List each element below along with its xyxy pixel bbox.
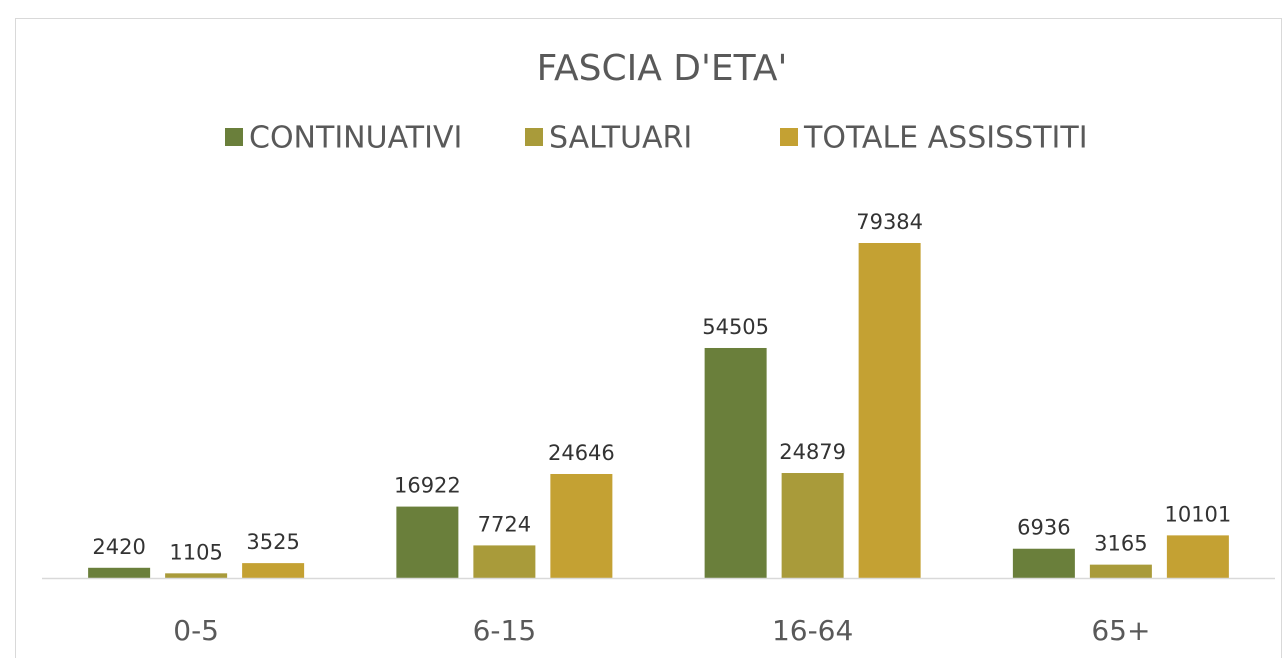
legend-swatch bbox=[225, 128, 243, 146]
bar bbox=[858, 243, 921, 578]
bar bbox=[1089, 564, 1152, 578]
bar bbox=[704, 347, 767, 578]
data-label: 3165 bbox=[1094, 532, 1147, 556]
x-tick-label: 65+ bbox=[1091, 614, 1150, 647]
bar bbox=[242, 563, 305, 578]
data-label: 7724 bbox=[478, 512, 531, 536]
legend-label: CONTINUATIVI bbox=[249, 121, 462, 156]
bar bbox=[1166, 535, 1229, 578]
data-label: 24646 bbox=[548, 441, 615, 465]
bar bbox=[165, 573, 228, 578]
bar bbox=[781, 473, 844, 578]
bar bbox=[396, 506, 459, 578]
chart-title: FASCIA D'ETA' bbox=[537, 48, 788, 89]
bar bbox=[1012, 548, 1075, 578]
legend-label: TOTALE ASSISSTITI bbox=[803, 121, 1088, 156]
data-label: 1105 bbox=[169, 540, 222, 564]
data-label: 10101 bbox=[1164, 502, 1231, 526]
legend-swatch bbox=[780, 128, 798, 146]
legend-label: SALTUARI bbox=[549, 121, 692, 156]
bar bbox=[473, 545, 536, 578]
x-tick-label: 0-5 bbox=[173, 614, 219, 647]
bar bbox=[550, 473, 613, 578]
x-tick-label: 16-64 bbox=[772, 614, 853, 647]
data-label: 24879 bbox=[779, 440, 846, 464]
data-label: 79384 bbox=[856, 210, 923, 234]
data-label: 2420 bbox=[92, 535, 145, 559]
data-label: 6936 bbox=[1017, 516, 1070, 540]
bar bbox=[88, 567, 151, 578]
data-label: 54505 bbox=[702, 315, 769, 339]
legend-swatch bbox=[525, 128, 543, 146]
data-label: 16922 bbox=[394, 474, 461, 498]
data-label: 3525 bbox=[246, 530, 299, 554]
x-tick-label: 6-15 bbox=[473, 614, 537, 647]
